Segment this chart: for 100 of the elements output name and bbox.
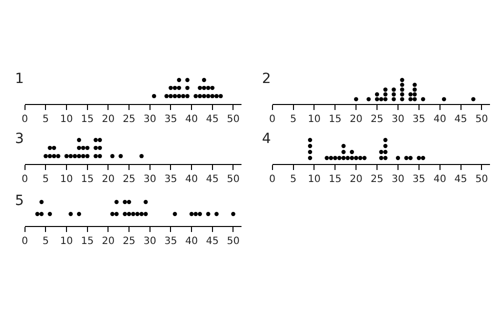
chart-title: 1 [15,71,24,87]
point [408,97,413,102]
point [412,97,417,102]
point [341,144,346,148]
point [379,97,384,102]
x-tick-label: 20 [102,114,115,126]
x-tick-label: 45 [206,236,219,248]
x-tick-label: 20 [350,114,362,126]
x-tick-label: 50 [226,114,240,126]
x-tick-label: 45 [454,174,468,186]
point [383,88,388,92]
point [341,156,346,160]
point [328,156,334,160]
point [308,156,312,160]
point [392,88,396,92]
point [354,97,358,102]
point [383,97,388,102]
x-tick-label: 10 [308,114,321,126]
x-tick-label: 45 [206,174,219,186]
point [400,92,404,96]
x-tick-label: 35 [164,114,178,126]
x-tick-label: 50 [475,174,488,186]
x-tick-label: 15 [81,174,94,186]
x-tick-label: 40 [433,174,446,186]
point [396,156,400,160]
x-tick-label: 30 [144,236,156,248]
point [400,97,404,102]
point [392,97,396,102]
x-tick-label: 25 [122,236,136,248]
point [383,138,388,142]
x-tick-label: 40 [185,174,198,186]
x-tick-label: 0 [269,114,276,126]
x-tick-label: 20 [350,174,362,186]
point [362,156,367,160]
x-tick-label: 25 [122,114,136,126]
point [374,92,380,96]
x-tick-label: 0 [22,114,28,126]
x-tick-label: 35 [412,114,426,126]
point [420,156,426,160]
chart-title: 4 [262,131,271,147]
x-tick-label: 5 [42,236,49,248]
point [308,144,312,148]
x-tick-label: 15 [328,174,342,186]
x-tick-label: 5 [290,114,296,126]
x-tick-label: 10 [60,236,73,248]
point [324,156,329,160]
x-tick-label: 35 [412,174,426,186]
point [408,156,413,160]
x-tick-label: 10 [308,174,321,186]
x-tick-label: 40 [185,114,198,126]
x-tick-label: 45 [206,114,219,126]
point [400,82,404,87]
chart-title: 3 [15,131,24,147]
x-tick-label: 45 [454,114,468,126]
point [358,156,362,160]
x-tick-label: 10 [60,174,73,186]
x-tick-label: 30 [392,174,404,186]
point [412,88,417,92]
point [420,97,426,102]
x-tick-label: 50 [226,174,240,186]
point [416,156,421,160]
point [374,97,380,102]
point [383,150,388,154]
point [350,156,354,160]
x-tick-label: 30 [392,114,404,126]
x-tick-label: 25 [370,114,384,126]
point [383,156,388,160]
x-tick-label: 0 [269,174,276,186]
x-tick-label: 40 [433,114,446,126]
point [308,150,312,154]
point [354,156,358,160]
point [379,150,384,154]
x-tick-label: 25 [122,174,136,186]
point [350,150,354,154]
x-tick-label: 0 [22,236,28,248]
x-tick-label: 50 [475,114,488,126]
x-tick-label: 30 [144,174,156,186]
chart-title: 5 [15,193,24,209]
x-tick-label: 25 [370,174,384,186]
point [408,92,413,96]
point [366,97,371,102]
point [404,156,408,160]
point [471,97,476,102]
x-tick-label: 10 [60,114,73,126]
point [333,156,338,160]
point [442,97,446,102]
point [379,156,384,160]
point [341,150,346,154]
x-tick-label: 35 [164,236,178,248]
x-tick-label: 5 [290,174,296,186]
x-tick-label: 35 [164,174,178,186]
x-tick-label: 15 [81,236,94,248]
x-tick-label: 20 [102,174,115,186]
x-tick-label: 15 [81,114,94,126]
x-tick-label: 30 [144,114,156,126]
point [337,156,342,160]
x-tick-label: 40 [185,236,198,248]
x-tick-label: 50 [226,236,240,248]
point [400,88,404,92]
point [392,92,396,96]
